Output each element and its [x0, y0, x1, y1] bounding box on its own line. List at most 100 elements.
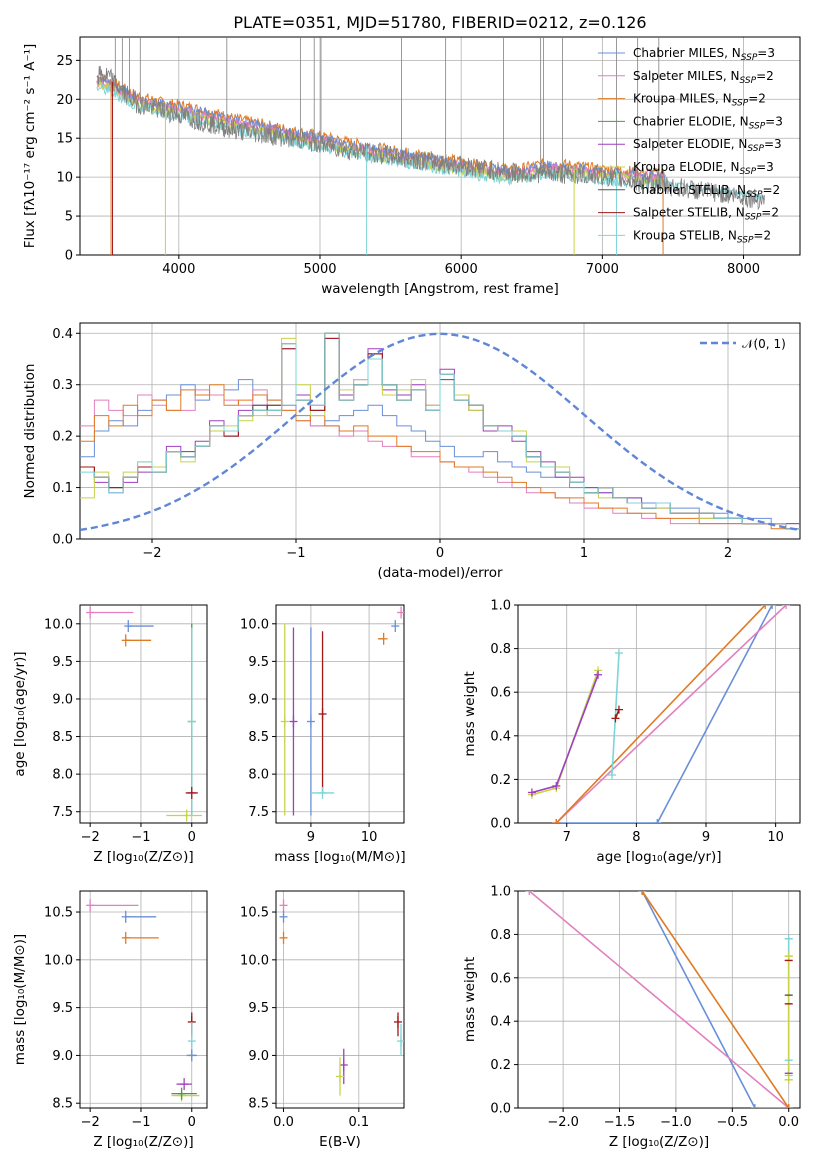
legend-label: Salpeter MILES, NSSP=2	[633, 69, 774, 86]
x-axis-label: mass [log₁₀(M/M⊙)]	[274, 849, 405, 865]
x-axis-label: Z [log₁₀(Z/Z⊙)]	[93, 1134, 193, 1150]
mass-weight-line	[611, 652, 620, 776]
y-tick-label: 1.0	[490, 599, 511, 614]
x-tick-label: 0	[188, 830, 196, 845]
y-tick-label: 8.0	[248, 768, 269, 783]
y-tick-label: 0.8	[490, 928, 511, 943]
y-tick-label: 8.5	[52, 730, 73, 745]
figure-title: PLATE=0351, MJD=51780, FIBERID=0212, z=0…	[233, 13, 646, 32]
y-tick-label: 9.0	[248, 692, 269, 707]
mass-weight-vs-metallicity-panel: −2.0 −1.5 −1.0 −0.5 0.0 0.0 0.2 0.4 0.6 0.8 1.0 Z […	[462, 885, 801, 1150]
legend-label: Kroupa STELIB, NSSP=2	[633, 228, 771, 245]
axes-frame	[79, 322, 801, 540]
axes-frame	[79, 36, 801, 256]
x-tick-label: 0.1	[348, 1115, 369, 1130]
x-axis-label: E(B-V)	[319, 1134, 361, 1150]
y-tick-label: 9.5	[52, 655, 73, 670]
y-tick-label: 0.2	[490, 1058, 511, 1073]
residual-histogram-step	[80, 379, 800, 525]
y-tick-label: 8.0	[52, 768, 73, 783]
y-tick-label: 0.4	[490, 729, 511, 744]
plot-area	[279, 899, 404, 1096]
y-tick-label: 7.5	[52, 805, 73, 820]
y-tick-label: 9.0	[248, 1049, 269, 1064]
legend-label: Chabrier MILES, NSSP=3	[633, 46, 775, 63]
spectrum-panel: 4000 5000 6000 7000 8000 0 5 10 15 20 25 wavelength…	[22, 36, 801, 297]
y-axis-label: Normed distribution	[22, 364, 38, 499]
y-tick-label: 9.5	[248, 1001, 269, 1016]
legend-label: Chabrier ELODIE, NSSP=3	[633, 114, 783, 131]
y-tick-label: 0.0	[490, 1102, 511, 1117]
y-tick-label: 20	[56, 93, 73, 108]
y-tick-label: 0.1	[52, 481, 73, 496]
residual-histogram-step	[80, 332, 800, 530]
x-tick-label: −1	[131, 830, 150, 845]
legend-label: Salpeter STELIB, NSSP=2	[633, 206, 779, 223]
plot-area	[96, 37, 766, 255]
legend-label: Kroupa MILES, NSSP=2	[633, 92, 766, 109]
y-tick-label: 10.5	[44, 906, 73, 921]
legend-label: Kroupa ELODIE, NSSP=3	[633, 160, 774, 177]
plot-area	[86, 606, 202, 822]
mass-weight-line	[528, 891, 790, 1108]
residual-distribution-panel: −2 −1 0 1 2 0.0 0.1 0.2 0.3 0.4 (data-model)/error…	[22, 322, 801, 581]
axes-frame	[275, 890, 405, 1109]
y-tick-label: 10.0	[44, 953, 73, 968]
x-tick-label: −2	[81, 830, 100, 845]
x-tick-label: 9	[307, 830, 315, 845]
age-vs-mass-panel: 9 10 7.5 8.0 8.5 9.0 9.5 10.0 mass [log₁₀(M/M⊙)]	[240, 604, 406, 865]
y-axis-label: age [log₁₀(age/yr)]	[12, 651, 28, 776]
mass-weight-line	[641, 891, 790, 1108]
x-tick-label: 9	[702, 830, 710, 845]
x-tick-label: −1.0	[660, 1115, 692, 1130]
plot-area	[527, 605, 791, 823]
x-axis-label: wavelength [Angstrom, rest frame]	[321, 281, 559, 297]
y-tick-label: 5	[65, 210, 73, 225]
x-tick-label: 5000	[303, 262, 336, 277]
mass-vs-metallicity-panel: −2 −1 0 8.5 9.0 9.5 10.0 10.5 Z [log₁₀(Z/Z⊙)] mas…	[12, 890, 208, 1150]
y-tick-label: 0	[65, 249, 73, 264]
plot-area	[525, 891, 793, 1108]
normal-distribution-curve	[80, 332, 800, 532]
x-tick-label: 7	[563, 830, 571, 845]
x-tick-label: −0.5	[717, 1115, 749, 1130]
y-tick-label: 0.6	[490, 971, 511, 986]
y-tick-label: 15	[56, 132, 73, 147]
age-vs-metallicity-panel: −2 −1 0 7.5 8.0 8.5 9.0 9.5 10.0 Z [log₁₀(Z/Z⊙)] a…	[12, 604, 208, 865]
mass-weight-line	[555, 605, 787, 823]
y-tick-label: 8.5	[52, 1097, 73, 1112]
y-tick-label: 9.5	[248, 655, 269, 670]
x-tick-label: 4000	[162, 262, 195, 277]
legend-label: Chabrier STELIB, NSSP=2	[633, 183, 780, 200]
plot-area	[86, 899, 200, 1102]
x-tick-label: 1	[580, 546, 588, 561]
legend-label: 𝒩(0, 1)	[742, 337, 786, 351]
x-tick-label: 8	[632, 830, 640, 845]
y-axis-label: Flux [fλ10⁻¹⁷ erg cm⁻² s⁻¹ A⁻¹]	[22, 44, 38, 249]
x-tick-label: 2	[724, 546, 732, 561]
y-tick-label: 10.0	[240, 953, 269, 968]
y-tick-label: 9.5	[52, 1001, 73, 1016]
legend-label: Salpeter ELODIE, NSSP=3	[633, 137, 782, 154]
x-tick-label: 7000	[586, 262, 619, 277]
x-tick-label: 0	[436, 546, 444, 561]
y-tick-label: 9.0	[52, 1049, 73, 1064]
x-tick-label: −1	[131, 1115, 150, 1130]
y-tick-label: 7.5	[248, 805, 269, 820]
spectrum-legend: Chabrier MILES, NSSP=3 Salpeter MILES, NS…	[598, 46, 783, 245]
y-tick-label: 0.4	[490, 1015, 511, 1030]
y-tick-label: 10	[56, 171, 73, 186]
y-tick-label: 1.0	[490, 885, 511, 900]
y-tick-label: 8.5	[248, 1097, 269, 1112]
y-tick-label: 9.0	[52, 692, 73, 707]
x-tick-label: 8000	[727, 262, 760, 277]
mass-weight-line	[556, 605, 773, 823]
mass-weight-line	[555, 605, 766, 823]
y-tick-label: 0.0	[52, 533, 73, 548]
x-tick-label: −1	[286, 546, 305, 561]
y-tick-label: 10.0	[240, 617, 269, 632]
y-tick-label: 0.2	[52, 430, 73, 445]
residual-histogram-step	[80, 384, 800, 530]
y-tick-label: 0.2	[490, 773, 511, 788]
